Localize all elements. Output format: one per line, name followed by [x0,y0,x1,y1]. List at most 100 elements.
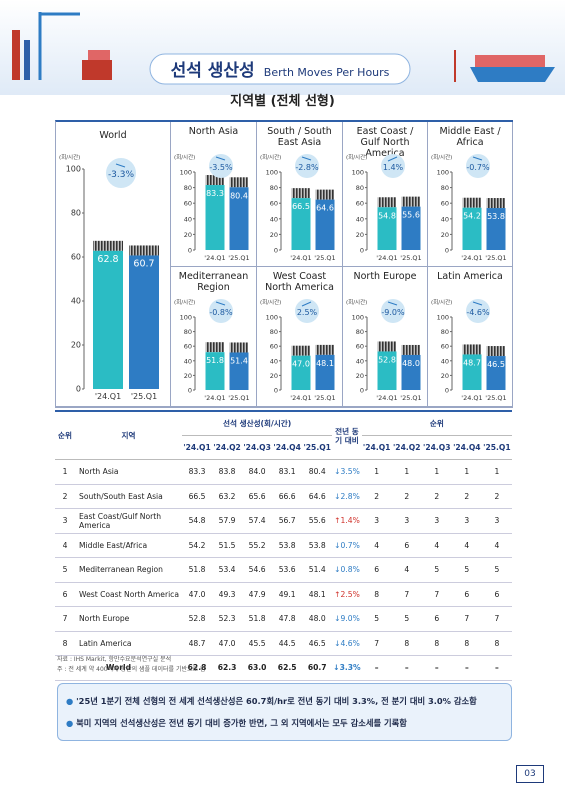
table-cell: ↓3.3% [332,655,362,681]
table-row: 4 Middle East/Africa 54.2 51.5 55.2 53.8 53.8 ↓… [55,533,512,558]
y-tick-label: 0 [76,385,81,394]
table-cell: 55.2 [242,533,273,558]
annotation: 1.4% [383,163,404,172]
table-cell: 1 [55,459,75,485]
y-tick-label: 100 [66,165,81,174]
bar-cap [205,175,225,186]
table-cell: 51.8 [242,606,273,632]
header-cell: 순위 [361,412,512,436]
y-tick-label: 20 [441,231,449,239]
chart-plot: (회/시간) 0 20 40 60 80 100 62.8 '24.Q1 60.7 '25.Q1 -3… [59,153,159,401]
header-cell: '24.Q1 [361,435,392,460]
annotation-bubble [209,154,233,178]
header-row: '24.Q1'24.Q2'24.Q3'24.Q4'25.Q1'24.Q1'24.… [55,435,512,460]
table-cell: 66.6 [272,484,303,509]
bar [205,352,225,390]
y-axis-label: (회/시간) [174,298,195,306]
value-label: 53.8 [487,212,505,221]
bar [93,250,123,389]
table-cell: 83.1 [272,459,303,485]
chart-title: North Asia [188,126,239,137]
table-cell: 49.1 [272,582,303,607]
table-row: 6 West Coast North America 47.0 49.3 47.9 49.… [55,582,512,607]
table-cell: 2 [451,484,482,509]
chart-panel: North Asia (회/시간) 0 20 40 60 80 100 83.3 '24.Q1 80… [171,122,257,267]
table-cell: 57.9 [212,508,243,534]
trend-arrow [472,156,483,161]
bar [486,208,506,250]
y-tick-label: 40 [356,357,364,365]
bar-cap [315,189,335,200]
bar-cap [462,344,482,355]
y-tick-label: 80 [441,184,449,192]
value-label: 66.5 [292,202,310,211]
table-cell: 1 [421,459,452,485]
header-cell: '24.Q4 [272,435,303,460]
table-cell: 45.5 [242,631,273,656]
value-label: 62.8 [97,254,118,265]
y-axis-label: (회/시간) [174,153,195,161]
table-cell: 4 [481,533,512,558]
x-tick-label: '24.Q1 [290,394,311,402]
table-cell: 47.9 [242,582,273,607]
annotation-bubble [295,299,319,323]
annotation: -9.0% [381,308,405,317]
y-tick-label: 20 [270,372,278,380]
table-cell: 84.0 [242,459,273,485]
y-tick-label: 100 [437,314,449,322]
table-cell: 54.6 [242,557,273,583]
bar-cap [229,177,249,188]
table-cell: ↓4.6% [332,631,362,656]
table-cell: 7 [361,631,392,656]
note: 주 : 전 세계 약 400여개 항만의 샘플 데이터를 기반으로 함 [57,666,206,673]
table-row: 7 North Europe 52.8 52.3 51.8 47.8 48.0 ↓9.0% 5 5… [55,606,512,632]
header-cell: 지역 [75,412,182,460]
value-label: 55.6 [402,211,420,220]
bar-cap [229,342,249,353]
y-tick-label: 100 [266,314,278,322]
bar-cap [401,344,421,355]
header-cell: '24.Q3 [242,435,273,460]
table-cell: 51.8 [182,557,213,583]
table-cell: West Coast North America [75,582,182,607]
table-cell: 8 [391,631,422,656]
trend-arrow [301,156,312,161]
y-tick-label: 60 [356,343,364,351]
table-cell: 2 [55,484,75,509]
trend-arrow [215,301,226,306]
bar [462,207,482,250]
table-cell: 55.6 [302,508,333,534]
annotation: -4.6% [466,308,490,317]
chart-panel: World (회/시간) 0 20 40 60 80 100 62.8 '24.Q1 60.7 '25… [56,122,171,407]
annotation: -2.8% [295,163,319,172]
y-tick-label: 60 [184,200,192,208]
table-cell: 49.3 [212,582,243,607]
trend-arrow [387,156,398,162]
y-tick-label: 80 [441,328,449,336]
value-label: 60.7 [133,258,154,269]
y-tick-label: 80 [356,184,364,192]
y-tick-label: 40 [356,215,364,223]
summary-item: ● '25년 1분기 전체 선형의 전 세계 선석생산성은 60.7회/hr로 … [66,696,477,706]
trend-arrow [301,301,312,307]
data-table: 순위 지역 선석 생산성(회/시간) 전년 동기 대비 순위 '24.Q1'24.Q2'2… [55,412,512,681]
y-tick-label: 0 [445,387,449,395]
y-tick-label: 60 [270,343,278,351]
y-tick-label: 20 [356,372,364,380]
y-tick-label: 40 [270,357,278,365]
table-cell: 48.1 [302,582,333,607]
table-cell: 53.6 [272,557,303,583]
x-tick-label: '25.Q1 [314,254,335,262]
chart-title: Mediterranean Region [178,271,249,293]
bar [486,356,506,390]
y-tick-label: 80 [270,328,278,336]
y-tick-label: 20 [441,372,449,380]
bar [377,351,397,390]
x-tick-label: '24.Q1 [290,254,311,262]
table-wrap: 순위 지역 선석 생산성(회/시간) 전년 동기 대비 순위 '24.Q1'24.Q2'2… [55,410,512,681]
bar-cap [486,198,506,209]
annotation: -0.7% [466,163,490,172]
table-cell: 53.8 [272,533,303,558]
annotation-bubble [466,299,490,323]
